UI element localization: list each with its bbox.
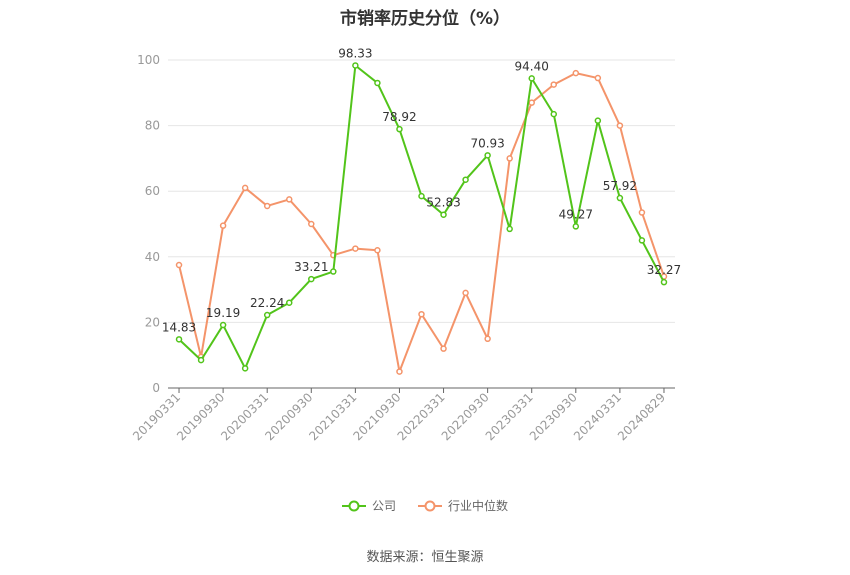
data-point-industry-median (506, 155, 513, 162)
data-point-industry-median (440, 345, 447, 352)
data-point-industry-median (550, 81, 558, 88)
legend-item-company[interactable]: 公司 (341, 497, 396, 514)
y-tick-label: 60 (145, 184, 160, 198)
data-point-company (219, 321, 227, 329)
data-point-company (197, 356, 205, 364)
data-point-industry-median (594, 74, 602, 82)
data-label: 19.19 (206, 306, 240, 320)
data-point-company (175, 336, 183, 343)
y-tick-label: 100 (137, 53, 160, 67)
data-label: 98.33 (338, 46, 372, 60)
data-point-company (506, 225, 513, 233)
data-label: 49.27 (559, 207, 593, 221)
data-point-industry-median (462, 289, 469, 297)
data-point-industry-median (638, 209, 646, 216)
data-label: 70.93 (470, 136, 504, 150)
data-point-company (285, 299, 293, 306)
data-point-company (462, 176, 469, 183)
y-tick-label: 0 (152, 381, 160, 395)
data-point-industry-median (572, 69, 580, 77)
data-point-company (418, 192, 425, 200)
data-label: 78.92 (382, 110, 416, 124)
data-point-company (308, 275, 315, 283)
data-point-industry-median (528, 99, 535, 106)
data-point-company (374, 79, 381, 87)
legend-label-company: 公司 (371, 499, 396, 513)
legend-item-industry-median[interactable]: 行业中位数 (418, 497, 508, 514)
data-point-company (638, 237, 646, 244)
legend-marker-industry-median (418, 500, 442, 511)
data-point-industry-median (484, 335, 491, 343)
data-point-industry-median (418, 310, 425, 318)
data-point-industry-median (308, 220, 315, 228)
y-tick-label: 20 (145, 315, 160, 329)
data-label: 94.40 (515, 59, 549, 73)
data-point-company (330, 268, 337, 275)
data-label: 57.92 (603, 179, 637, 193)
data-point-company (484, 152, 491, 159)
data-label: 52.83 (426, 196, 460, 210)
data-point-company (550, 110, 558, 118)
y-tick-label: 40 (145, 250, 160, 264)
data-point-company (241, 365, 249, 372)
data-point-industry-median (616, 122, 624, 129)
data-point-company (528, 75, 535, 82)
data-point-company (396, 125, 403, 133)
data-label: 14.83 (162, 320, 196, 334)
data-point-company (440, 211, 447, 218)
data-label: 33.21 (294, 260, 328, 274)
data-point-industry-median (374, 246, 381, 254)
data-point-company (594, 117, 602, 124)
data-point-company (660, 278, 668, 286)
data-point-industry-median (285, 196, 293, 203)
y-tick-label: 80 (145, 119, 160, 133)
data-point-industry-median (219, 222, 227, 229)
x-tick-label: 20240829 (615, 390, 668, 443)
legend: 公司 行业中位数 (0, 497, 850, 514)
legend-label-industry-median: 行业中位数 (448, 499, 509, 513)
data-label: 32.27 (647, 263, 681, 277)
legend-marker-company (341, 500, 366, 511)
data-point-company (616, 194, 624, 202)
data-point-company (572, 223, 580, 230)
data-point-industry-median (352, 245, 359, 252)
data-source-note: 数据来源：恒生聚源 (366, 550, 484, 565)
series-line-industry-median (178, 72, 665, 373)
data-point-industry-median (241, 184, 249, 192)
data-point-industry-median (175, 261, 183, 269)
data-point-company (263, 311, 271, 319)
data-label: 22.24 (250, 296, 284, 310)
chart-title: 市销率历史分位（%） (339, 9, 511, 29)
data-point-industry-median (396, 368, 403, 375)
data-point-industry-median (263, 202, 271, 210)
data-point-company (352, 62, 359, 69)
